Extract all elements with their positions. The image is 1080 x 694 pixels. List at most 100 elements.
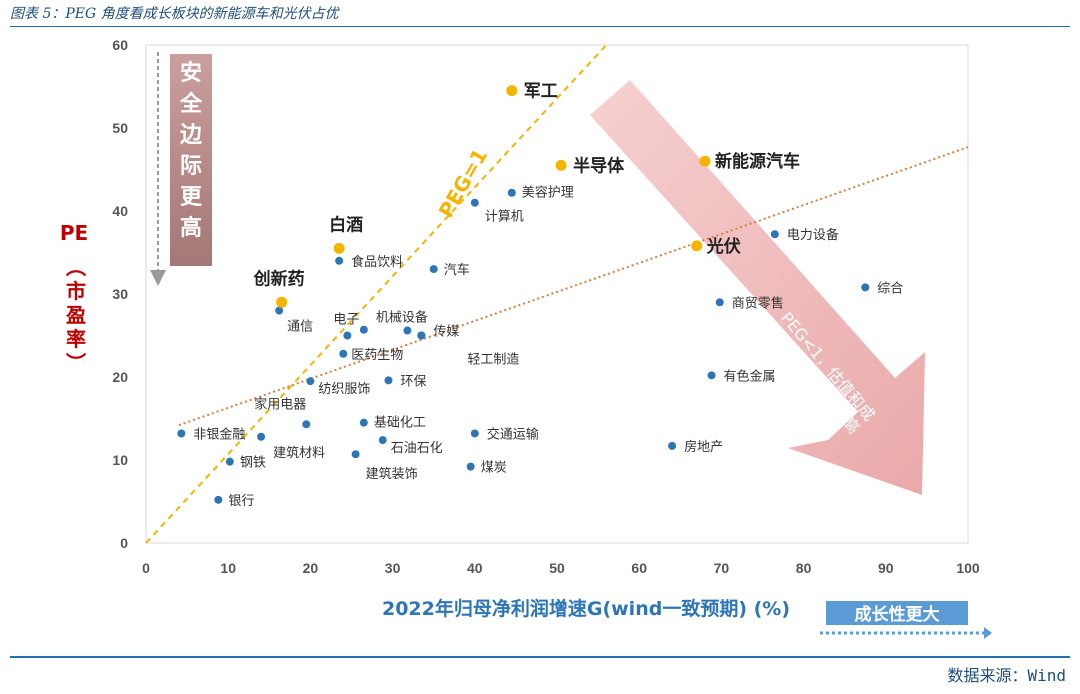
highlight-point-label: 光伏 <box>706 236 741 257</box>
y-tick-label: 0 <box>120 535 128 551</box>
data-point <box>359 325 368 334</box>
highlight-point <box>555 159 567 171</box>
data-point-label: 银行 <box>228 494 254 509</box>
data-point-label: 电力设备 <box>787 227 839 243</box>
data-point <box>359 418 368 427</box>
data-point-label: 食品饮料 <box>351 254 403 270</box>
growth-label: 成长性更大 <box>855 604 940 625</box>
x-axis-title: 2022年归母净利润增速G(wind一致预期) (%) <box>382 597 790 620</box>
y-axis-title-pe: PE <box>60 221 88 245</box>
x-tick-label: 60 <box>631 560 647 576</box>
y-tick-label: 40 <box>112 203 128 219</box>
highlight-point-label: 新能源汽车 <box>715 151 800 172</box>
data-point <box>403 326 412 335</box>
highlight-point <box>506 85 518 97</box>
highlight-point-label: 创新药 <box>253 268 305 289</box>
peg-less-than-one-arrow: PEG<1，估值和成长性的匹配度更高 <box>590 80 925 495</box>
data-point-label: 综合 <box>877 281 903 296</box>
data-point <box>302 420 311 429</box>
highlight-point <box>691 240 703 252</box>
x-tick-label: 100 <box>956 560 980 576</box>
highlight-point <box>333 242 345 254</box>
x-tick-label: 40 <box>467 560 483 576</box>
data-point-label: 纺织服饰 <box>318 382 370 397</box>
y-tick-label: 10 <box>112 452 128 468</box>
bottom-rule <box>10 656 1070 658</box>
source-note: 数据来源：Wind <box>947 666 1066 685</box>
data-point-label: 商贸零售 <box>732 295 784 311</box>
data-point <box>378 436 387 445</box>
data-point <box>470 198 479 207</box>
data-point-label: 机械设备 <box>376 310 428 326</box>
y-tick-label: 60 <box>112 37 128 53</box>
data-point <box>275 306 284 315</box>
safety-margin-arrow: 安全边际更高 <box>150 52 212 286</box>
data-point <box>343 331 352 340</box>
x-tick-label: 0 <box>142 560 150 576</box>
data-point-label: 非银金融 <box>193 426 245 442</box>
data-point-label: 钢铁 <box>240 456 266 471</box>
data-point <box>335 256 344 265</box>
data-point-label: 交通运输 <box>487 426 539 442</box>
data-point <box>707 371 716 380</box>
y-axis-title-pe-cn: ︵市盈率︶ <box>65 255 86 375</box>
figure-caption: 图表 5：PEG 角度看成长板块的新能源车和光伏占优 <box>10 6 339 22</box>
data-point <box>429 265 438 274</box>
x-tick-label: 70 <box>714 560 730 576</box>
x-tick-label: 90 <box>878 560 894 576</box>
data-point-label: 医药生物 <box>351 348 403 363</box>
data-point-label: 石油石化 <box>391 441 443 456</box>
highlight-point <box>699 155 711 167</box>
data-point-label: 煤炭 <box>481 461 507 476</box>
data-point <box>466 462 475 471</box>
data-point <box>715 298 724 307</box>
data-point <box>507 188 516 197</box>
data-point <box>257 432 266 441</box>
top-rule <box>10 26 1070 27</box>
highlight-point-label: 军工 <box>524 82 558 102</box>
data-point-label: 计算机 <box>485 210 524 225</box>
safety-margin-label: 安全边际更高 <box>179 60 203 241</box>
data-point <box>384 376 393 385</box>
data-point-label: 建筑装饰 <box>366 466 418 482</box>
data-point-label: 电子 <box>333 313 359 328</box>
axes: 0 10 20 30 40 50 60 70 80 90 100 0 10 20 30 40 50 60 <box>112 37 979 576</box>
data-point-label: 家用电器 <box>254 396 306 412</box>
data-point-label: 环保 <box>400 374 426 389</box>
y-axis-title: PE ︵市盈率︶ <box>60 221 88 375</box>
data-point <box>339 349 348 358</box>
x-tick-label: 30 <box>385 560 401 576</box>
scatter-chart: 安全边际更高 PEG<1，估值和成长性的匹配度更高 0 10 20 30 40 50 60 7… <box>60 37 992 639</box>
x-tick-label: 80 <box>796 560 812 576</box>
data-point <box>225 457 234 466</box>
data-point <box>668 441 677 450</box>
highlight-point-label: 半导体 <box>573 155 625 176</box>
data-point-label: 房地产 <box>684 439 723 455</box>
x-tick-label: 10 <box>220 560 236 576</box>
y-tick-label: 20 <box>112 369 128 385</box>
y-tick-label: 50 <box>112 120 128 136</box>
plot-area <box>145 44 969 544</box>
x-tick-label: 20 <box>303 560 319 576</box>
data-point <box>417 331 426 340</box>
data-point <box>214 495 223 504</box>
data-point-label: 有色金属 <box>724 368 776 384</box>
highlight-point-label: 白酒 <box>329 214 363 235</box>
x-tick-label: 50 <box>549 560 565 576</box>
data-point <box>306 377 315 386</box>
data-point <box>861 283 870 292</box>
data-point-label: 基础化工 <box>374 416 426 431</box>
growth-badge: 成长性更大 <box>820 601 992 639</box>
highlight-point <box>276 296 288 308</box>
data-point <box>351 450 360 459</box>
data-point-label: 建筑材料 <box>273 445 325 461</box>
data-point <box>470 429 479 438</box>
data-point <box>770 230 779 239</box>
data-point-label: 美容护理 <box>522 185 574 201</box>
peg-one-line <box>145 44 608 544</box>
data-point-label: 通信 <box>287 320 313 335</box>
data-point-label: 传媒 <box>433 325 459 340</box>
data-point-label: 汽车 <box>444 262 470 278</box>
y-tick-label: 30 <box>112 286 128 302</box>
